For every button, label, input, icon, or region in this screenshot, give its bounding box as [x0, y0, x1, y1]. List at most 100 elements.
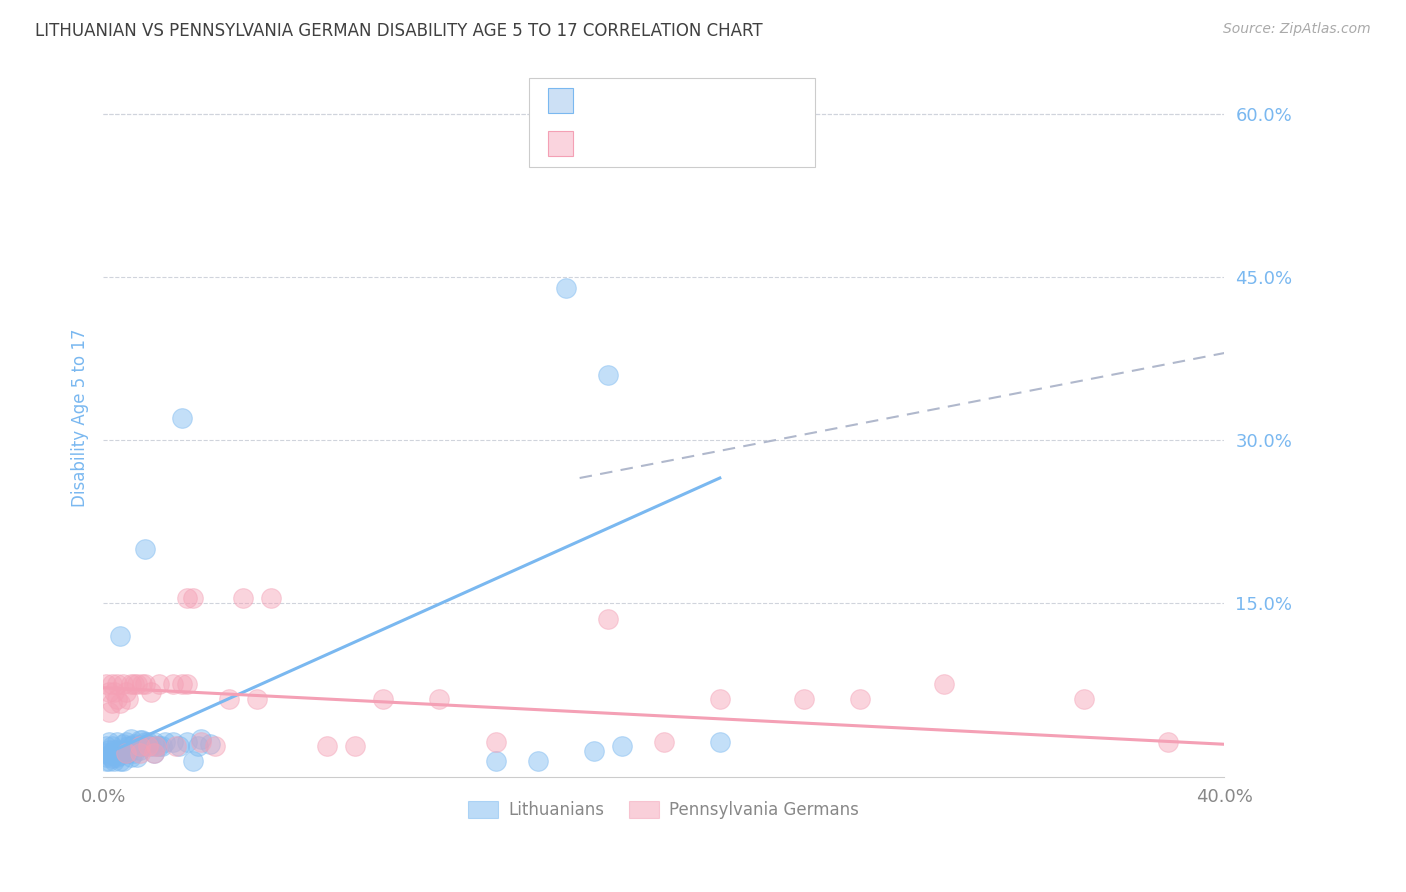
Point [122, 737, 145, 751]
Point [170, 677, 193, 691]
Point [484, 735, 506, 749]
Point [125, 750, 148, 764]
Point [114, 735, 136, 749]
Point [652, 735, 675, 749]
Point [100, 677, 122, 691]
Point [145, 739, 167, 754]
Point [111, 737, 134, 751]
Text: 50: 50 [738, 135, 761, 153]
Point [793, 691, 815, 706]
Point [97, 742, 120, 756]
Point [167, 739, 190, 754]
Point [131, 739, 153, 754]
Point [136, 739, 159, 754]
Point [108, 629, 131, 643]
Text: R =: R = [586, 136, 614, 152]
Point [122, 677, 145, 691]
Point [108, 748, 131, 763]
Point [373, 691, 395, 706]
Point [709, 735, 731, 749]
Point [103, 748, 125, 763]
Point [596, 612, 619, 626]
Point [117, 746, 139, 760]
Point [150, 739, 173, 754]
Point [125, 677, 148, 691]
Point [709, 691, 731, 706]
Point [176, 735, 198, 749]
Point [134, 735, 156, 749]
Point [108, 696, 131, 710]
Point [198, 737, 221, 751]
Point [344, 739, 367, 754]
Point [94, 754, 117, 768]
Point [111, 677, 134, 691]
Point [204, 739, 226, 754]
Point [596, 368, 619, 382]
Point [610, 739, 633, 754]
Point [484, 754, 506, 768]
Point [117, 691, 139, 706]
Point [162, 677, 184, 691]
Point [131, 677, 153, 691]
Point [97, 685, 120, 699]
Legend: Lithuanians, Pennsylvania Germans: Lithuanians, Pennsylvania Germans [461, 795, 866, 826]
Point [111, 754, 134, 768]
FancyBboxPatch shape [529, 78, 815, 167]
Point [100, 696, 122, 710]
Point [122, 746, 145, 760]
Point [94, 677, 117, 691]
Point [142, 735, 165, 749]
Point [190, 731, 212, 746]
Point [114, 746, 136, 760]
Point [97, 705, 120, 719]
Point [316, 739, 339, 754]
Point [170, 411, 193, 425]
Point [100, 746, 122, 760]
Point [131, 733, 153, 747]
Point [114, 685, 136, 699]
Point [1073, 691, 1095, 706]
Point [142, 746, 165, 760]
Y-axis label: Disability Age 5 to 17: Disability Age 5 to 17 [72, 329, 89, 508]
Point [120, 731, 142, 746]
Point [105, 750, 128, 764]
Point [103, 754, 125, 768]
Point [103, 685, 125, 699]
FancyBboxPatch shape [548, 131, 572, 156]
Point [165, 739, 187, 754]
Point [128, 742, 150, 756]
Point [94, 746, 117, 760]
Point [139, 739, 162, 754]
Point [136, 735, 159, 749]
Point [120, 677, 142, 691]
Point [176, 677, 198, 691]
Point [117, 739, 139, 754]
Point [97, 754, 120, 768]
Point [181, 754, 204, 768]
Point [218, 691, 240, 706]
Point [134, 541, 156, 556]
Point [176, 591, 198, 605]
Point [94, 750, 117, 764]
Point [148, 739, 170, 754]
Text: 0.413: 0.413 [631, 92, 683, 110]
Point [120, 739, 142, 754]
Point [526, 754, 548, 768]
Point [128, 746, 150, 760]
FancyBboxPatch shape [548, 88, 572, 113]
Point [120, 750, 142, 764]
Point [94, 739, 117, 754]
Point [128, 733, 150, 747]
Point [105, 691, 128, 706]
Point [232, 591, 254, 605]
Point [187, 739, 209, 754]
Point [246, 691, 269, 706]
Text: N =: N = [693, 94, 721, 108]
Text: 63: 63 [738, 92, 761, 110]
Point [932, 677, 955, 691]
Point [181, 591, 204, 605]
Text: -0.299: -0.299 [627, 135, 686, 153]
Point [153, 735, 176, 749]
Point [103, 742, 125, 756]
Text: R =: R = [586, 94, 614, 108]
